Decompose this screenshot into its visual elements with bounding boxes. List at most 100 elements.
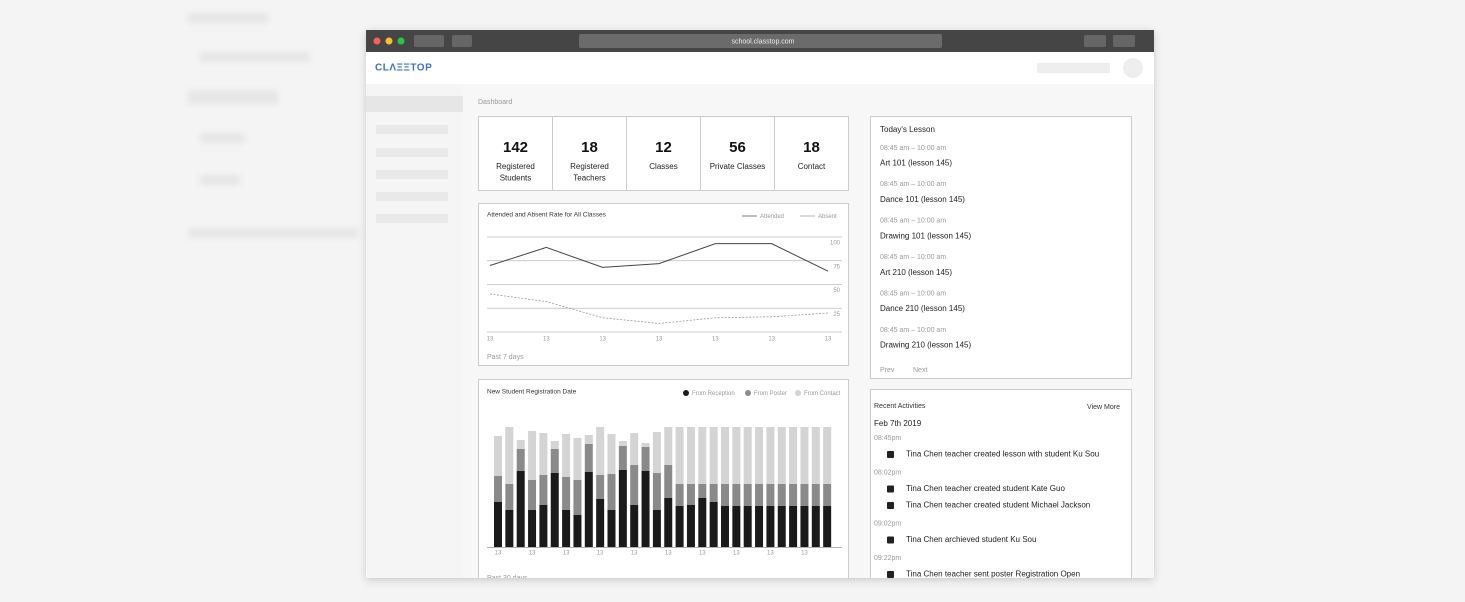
x-tick-label: 13 — [487, 337, 494, 343]
view-more[interactable]: View More — [1087, 404, 1120, 411]
bar-segment — [641, 447, 650, 471]
next-button[interactable]: Next — [913, 367, 927, 374]
activity-icon — [887, 485, 894, 493]
activity-time: 09:22pm — [874, 555, 901, 562]
bar-segment — [505, 427, 514, 484]
activity-text: Tina Chen archieved student Ku Sou — [906, 535, 1036, 544]
bar-segment — [562, 434, 571, 477]
lesson-time: 08:45 am – 10:00 am — [880, 327, 946, 334]
bar-segment — [823, 484, 832, 506]
sidebar — [366, 84, 463, 578]
chart-footer: Past 30 days — [487, 575, 528, 582]
chart-title: Attended and Absent Rate for All Classes — [487, 212, 607, 219]
url-bar[interactable] — [579, 34, 942, 48]
legend-label: Attended — [760, 214, 784, 220]
bar-segment — [528, 480, 537, 510]
bar-segment — [777, 427, 786, 484]
share-button[interactable] — [1084, 35, 1106, 47]
activities-card — [870, 389, 1132, 578]
bar-segment — [732, 506, 741, 547]
y-tick-label: 25 — [833, 312, 840, 318]
header-placeholder — [1037, 63, 1110, 73]
breadcrumb: Dashboard — [478, 99, 512, 106]
legend-label: From Reception — [692, 391, 735, 397]
bar-segment — [539, 505, 548, 547]
sidebar-button[interactable] — [452, 35, 472, 47]
lesson-name[interactable]: Art 101 (lesson 145) — [880, 159, 952, 168]
bar-segment — [550, 473, 559, 547]
bar-segment — [618, 446, 627, 470]
bar-segment — [607, 434, 616, 474]
bar-segment — [686, 505, 695, 547]
bar-segment — [550, 441, 559, 449]
bar-segment — [573, 480, 582, 515]
x-tick-label: 13 — [801, 551, 808, 557]
bar-segment — [550, 449, 559, 473]
prev-button[interactable]: Prev — [880, 367, 895, 374]
lesson-name[interactable]: Dance 210 (lesson 145) — [880, 304, 965, 313]
bar-segment — [777, 484, 786, 506]
bar-segment — [698, 427, 707, 484]
legend-label: Absent — [818, 214, 837, 220]
logo[interactable]: CLΛΞΞTOP — [375, 63, 432, 74]
x-tick-label: 13 — [768, 337, 775, 343]
bar-segment — [596, 499, 605, 547]
y-tick-label: 100 — [830, 241, 841, 247]
legend-label: From Contact — [804, 391, 841, 397]
lesson-time: 08:45 am – 10:00 am — [880, 181, 946, 188]
bar-segment — [562, 510, 571, 547]
bar-segment — [652, 473, 661, 510]
close-button[interactable] — [373, 37, 381, 45]
nav-buttons[interactable] — [414, 35, 444, 47]
bar-segment — [789, 427, 798, 484]
tabs-button[interactable] — [1113, 35, 1135, 47]
bar-segment — [652, 510, 661, 547]
stat-label: Private Classes — [710, 162, 766, 171]
bar-segment — [709, 427, 718, 484]
x-tick-label: 13 — [712, 337, 719, 343]
bar-segment — [732, 427, 741, 484]
bar-segment — [664, 465, 673, 498]
activities-date: Feb 7th 2019 — [874, 419, 922, 428]
x-tick-label: 13 — [543, 337, 550, 343]
bar-segment — [743, 427, 752, 484]
bar-segment — [823, 427, 832, 484]
lesson-name[interactable]: Dance 101 (lesson 145) — [880, 195, 965, 204]
bar-segment — [721, 484, 729, 506]
minimize-button[interactable] — [385, 37, 393, 45]
bar-segment — [607, 474, 616, 510]
stat-label: Classes — [649, 162, 677, 171]
bar-segment — [789, 506, 798, 547]
bar-segment — [709, 502, 718, 547]
lesson-time: 08:45 am – 10:00 am — [880, 254, 946, 261]
legend-label: From Poster — [754, 391, 787, 397]
lesson-name[interactable]: Drawing 101 (lesson 145) — [880, 231, 971, 240]
bar-segment — [630, 465, 639, 505]
zoom-button[interactable] — [397, 37, 405, 45]
bar-segment — [596, 475, 605, 499]
activity-time: 08:02pm — [874, 469, 901, 476]
bar-segment — [766, 427, 775, 484]
stat-value: 18 — [803, 139, 820, 156]
avatar[interactable] — [1123, 58, 1143, 78]
bar-segment — [743, 484, 752, 506]
url: school.classtop.com — [731, 38, 794, 45]
y-tick-label: 75 — [833, 264, 840, 270]
bar-segment — [709, 484, 718, 502]
lesson-name[interactable]: Drawing 210 (lesson 145) — [880, 341, 971, 350]
x-tick-label: 13 — [733, 551, 740, 557]
bar-segment — [664, 498, 673, 547]
sidebar-active[interactable] — [366, 96, 463, 112]
lesson-name[interactable]: Art 210 (lesson 145) — [880, 268, 952, 277]
bar-segment — [505, 510, 514, 547]
x-tick-label: 13 — [495, 551, 502, 557]
bar-segment — [675, 427, 684, 484]
bar-segment — [607, 510, 616, 547]
y-tick-label: 50 — [833, 288, 840, 294]
stat-value: 18 — [581, 139, 598, 156]
stats-card — [478, 116, 849, 191]
bar-segment — [675, 484, 684, 506]
x-tick-label: 13 — [563, 551, 570, 557]
stat-label: Registered — [496, 162, 535, 171]
x-tick-label: 13 — [631, 551, 638, 557]
